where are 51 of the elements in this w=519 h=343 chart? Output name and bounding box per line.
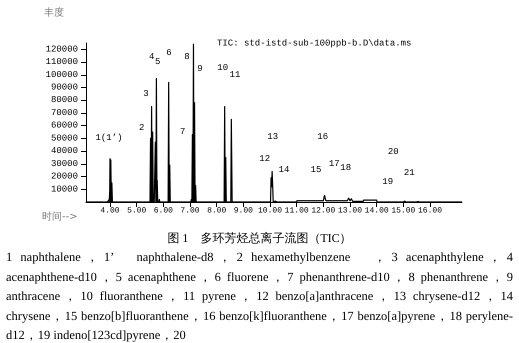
x-tick-label: 4.00: [100, 206, 120, 216]
x-tick-label: 12.00: [311, 206, 336, 216]
annotation: 11: [230, 70, 240, 80]
x-tick-label: 7.00: [180, 206, 200, 216]
x-tick-label: 10.00: [258, 206, 282, 216]
y-axis-title: 丰度: [44, 6, 64, 18]
annotation: 19: [382, 177, 394, 187]
annotation: 14: [278, 165, 290, 175]
x-tick-label: 9.00: [234, 206, 254, 216]
annotation: 10: [217, 63, 228, 73]
y-tick-label: 120000: [46, 44, 78, 54]
y-tick-label: 60000: [50, 120, 78, 131]
annotation: 7: [180, 127, 186, 137]
annotation: 13: [267, 132, 278, 142]
y-tick-label: 100000: [46, 70, 78, 80]
y-tick-label: 70000: [50, 108, 78, 118]
y-tick-label: 40000: [50, 146, 78, 156]
y-tick-label: 80000: [50, 95, 78, 106]
x-tick-label: 16.00: [418, 206, 442, 216]
y-tick-label: 30000: [50, 158, 78, 169]
annotation: 8: [184, 52, 190, 62]
annotation: 12: [259, 154, 270, 164]
caption: 图 1 多环芳烃总离子流图（TIC）: [166, 230, 353, 247]
annotation: 17: [328, 159, 340, 169]
y-tick-label: 90000: [50, 82, 78, 93]
annotation: 9: [197, 64, 203, 74]
y-tick-label: 20000: [50, 172, 78, 182]
annotation: 21: [404, 168, 415, 178]
text: 1 naphthalene，1’ naphthalene-d8，2 hexamethylbenzene ，3 acenaphthylene，4 acenaphthene-d10，5 acenaphthene，6 fluorene，7 phenanthrene-d10，8 phenanthrene，9 anthracene，10 fluoranthene，11 pyrene，12 benzo[a]anthracene，13 chrysene-d12，14 chrysene，15 benzo[b]fluoranthene，16 benzo[k]fluoranthene，17 benzo[a]pyrene，18 perylene-d12，19 indeno[123cd]pyrene，20: [5, 249, 514, 343]
annotation: 2: [138, 123, 144, 133]
annotation: 4: [148, 52, 154, 62]
annotation: 1(1’): [95, 133, 123, 143]
x-tick-label: 8.00: [207, 206, 226, 216]
annotation: 20: [388, 147, 399, 157]
annotation: 16: [317, 132, 328, 142]
annotation: 5: [154, 57, 160, 67]
chart-title: TIC: std-istd-sub-100ppb-b.D\data.ms: [217, 38, 412, 48]
annotation: 18: [340, 163, 352, 173]
x-tick-label: 6.00: [154, 206, 174, 216]
annotation: 6: [166, 48, 172, 58]
x-axis-title: 时间-->: [42, 210, 78, 222]
annotation: 15: [310, 165, 322, 175]
x-tick-label: 11.00: [284, 206, 309, 216]
x-tick-label: 5.00: [127, 206, 146, 216]
x-tick-label: 15.00: [391, 206, 416, 216]
y-tick-label: 10000: [50, 184, 78, 194]
y-tick-label: 50000: [50, 133, 78, 144]
y-tick-label: 110000: [46, 57, 78, 68]
x-tick-label: 14.00: [364, 206, 389, 216]
x-tick-label: 13.00: [338, 206, 362, 216]
annotation: 3: [143, 89, 149, 99]
